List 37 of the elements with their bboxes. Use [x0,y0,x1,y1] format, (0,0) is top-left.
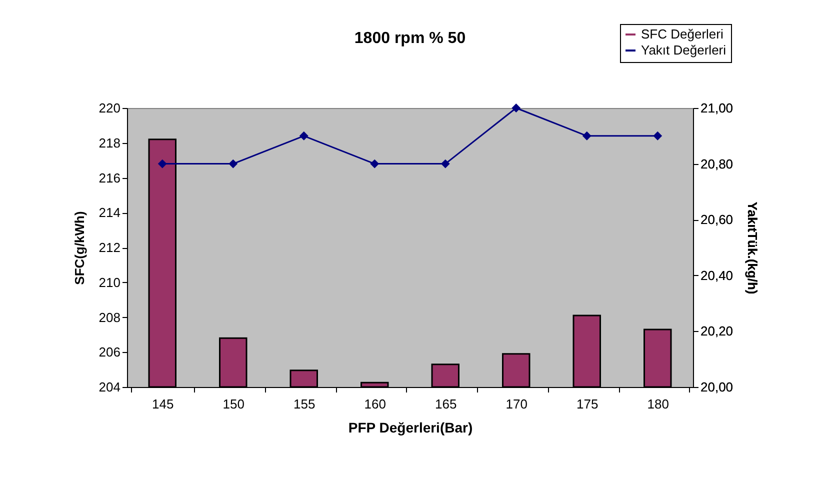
y2-axis-title: YakıtTük.(kg/h) [745,202,760,294]
y-tick-label: 214 [98,205,120,220]
y-tick-label: 212 [98,240,120,255]
y2-tick-label: 20,60 [700,212,734,228]
y-tick-label: 216 [98,170,120,186]
y-tick-label: 206 [98,344,120,360]
y-tick-label: 210 [98,274,120,290]
y2-tick-label: 20,40 [700,268,734,283]
y-tick-label: 204 [98,380,120,394]
x-axis-title: PFP Değerleri(Bar) [348,420,473,436]
point [512,104,521,112]
x-tick-label: 145 [152,396,174,412]
point [582,131,592,140]
x-tick-label: 150 [222,396,244,412]
legend-label: SFC Değerleri [641,26,724,42]
y-tick-label: 220 [98,100,120,116]
x-tick-label: 165 [435,396,457,412]
y2-tick-label: 21,00 [700,100,734,116]
point [299,131,308,140]
point [440,159,450,168]
x-tick-label: 155 [294,396,316,412]
point [158,159,167,168]
point [653,131,662,140]
y2-tick-label: 20,00 [700,380,734,394]
chart-title: 1800 rpm % 50 [354,30,466,47]
point [228,159,238,168]
point [370,159,380,168]
x-tick-label: 170 [506,396,528,412]
y2-tick-label: 20,20 [700,324,734,339]
legend-label: Yakıt Değerleri [641,42,726,58]
x-tick-label: 175 [576,396,598,412]
x-tick-label: 180 [647,396,669,412]
y-tick-label: 218 [98,135,120,150]
y-axis-title: SFC(g/kWh) [72,211,87,285]
x-tick-label: 160 [364,396,386,412]
y-tick-label: 208 [98,310,120,325]
y2-tick-label: 20,80 [700,156,734,172]
